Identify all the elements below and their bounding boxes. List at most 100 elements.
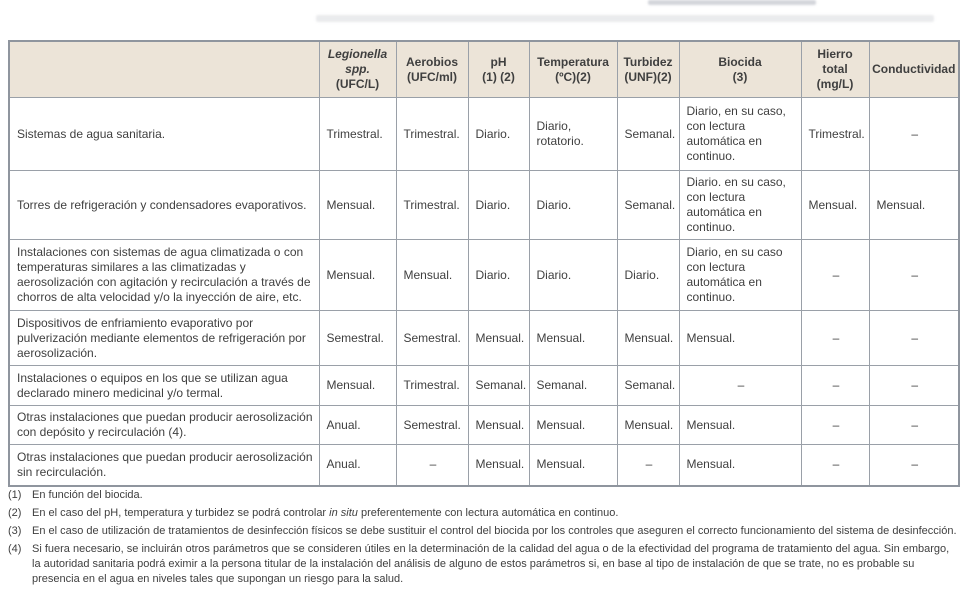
table-body: Sistemas de agua sanitaria. Trimestral. Tr…	[8, 97, 960, 486]
data-cell-dash: –	[395, 444, 469, 486]
footnote-text-segment: En el caso del pH, temperatura y turbide…	[32, 507, 330, 519]
data-cell-dash: –	[868, 239, 960, 311]
header-cell: Temperatura (ºC)(2)	[528, 40, 618, 98]
header-cell-empty	[8, 40, 320, 98]
data-cell-dash: –	[800, 239, 870, 311]
data-cell: Mensual.	[616, 405, 680, 445]
row-label-cell: Torres de refrigeración y condensadores …	[8, 170, 320, 240]
cropped-text-remnant	[648, 0, 816, 5]
data-cell: Semanal.	[616, 365, 680, 406]
data-cell: Semestral.	[395, 405, 469, 445]
data-cell: Mensual.	[868, 170, 960, 240]
data-cell: Diario, en su caso, con lectura automáti…	[678, 97, 802, 171]
footnote-text-segment: preferentemente con lectura automática e…	[357, 507, 619, 519]
footnote-text-italic-segment: in situ	[329, 507, 358, 519]
header-line: Hierro	[817, 47, 853, 61]
header-line: (UFC/L)	[335, 77, 380, 91]
data-cell: Mensual.	[318, 365, 397, 406]
header-line: (3)	[732, 69, 748, 84]
footnote-number: (3)	[8, 525, 22, 537]
header-line: (UFC/ml)	[407, 69, 457, 84]
footnote-item: (2) En el caso del pH, temperatura y turb…	[8, 506, 958, 521]
footnote-number: (4)	[8, 543, 22, 555]
data-cell: Mensual.	[467, 444, 530, 486]
footnote-text: En el caso del pH, temperatura y turbide…	[32, 506, 958, 521]
table-row: Instalaciones o equipos en los que se ut…	[8, 365, 960, 406]
data-cell: Diario.	[528, 239, 618, 311]
footnote-text-segment: Si fuera necesario, se incluirán otros p…	[32, 543, 950, 585]
row-label-cell: Sistemas de agua sanitaria.	[8, 97, 320, 171]
header-line: Aerobios	[405, 54, 458, 69]
footnote-item: (4) Si fuera necesario, se incluirán otro…	[8, 542, 958, 587]
footnote-number: (1)	[8, 489, 22, 501]
header-line: Biocida	[718, 54, 762, 69]
table-row: Otras instalaciones que puedan producir …	[8, 444, 960, 486]
data-cell-dash: –	[800, 444, 870, 486]
footnote-number: (2)	[8, 507, 22, 519]
table-row: Otras instalaciones que puedan producir …	[8, 405, 960, 445]
data-cell: Anual.	[318, 444, 397, 486]
header-cell: Aerobios (UFC/ml)	[395, 40, 469, 98]
table-header: Legionella spp. (UFC/L) Aerobios (UFC/ml) pH(…	[8, 40, 960, 98]
data-cell-dash: –	[868, 310, 960, 366]
cropped-text-remnant	[316, 15, 934, 22]
footnote-text: En el caso de utilización de tratamiento…	[32, 524, 958, 539]
footnotes: (1) En función del biocida. (2) En el caso …	[8, 488, 958, 590]
data-cell: Semanal.	[616, 170, 680, 240]
data-cell: Diario.	[467, 97, 530, 171]
data-cell: Mensual.	[318, 239, 397, 311]
data-cell: Semanal.	[528, 365, 618, 406]
data-cell: Trimestral.	[395, 170, 469, 240]
data-cell: Trimestral.	[318, 97, 397, 171]
data-cell-dash: –	[800, 365, 870, 406]
row-label-cell: Instalaciones o equipos en los que se ut…	[8, 365, 320, 406]
table-row: Instalaciones con sistemas de agua clima…	[8, 239, 960, 311]
data-cell-dash: –	[616, 444, 680, 486]
data-cell: Anual.	[318, 405, 397, 445]
header-cell: Hierro total (mg/L)	[800, 40, 870, 98]
data-cell: Mensual.	[467, 310, 530, 366]
data-cell: Semestral.	[318, 310, 397, 366]
header-line: (mg/L)	[816, 77, 854, 91]
header-cell: Legionella spp. (UFC/L)	[318, 40, 397, 98]
data-cell: Mensual.	[678, 310, 802, 366]
footnote-item: (1) En función del biocida.	[8, 488, 958, 503]
data-cell-dash: –	[868, 405, 960, 445]
footnote-text: Si fuera necesario, se incluirán otros p…	[32, 542, 958, 587]
header-line: (1) (2)	[482, 69, 515, 84]
footnote-text: En función del biocida.	[32, 488, 958, 503]
data-cell: Mensual.	[395, 239, 469, 311]
row-label-cell: Otras instalaciones que puedan producir …	[8, 444, 320, 486]
data-cell: Mensual.	[616, 310, 680, 366]
data-cell: Mensual.	[528, 444, 618, 486]
table-header-row: Legionella spp. (UFC/L) Aerobios (UFC/ml) pH(…	[8, 40, 960, 98]
data-cell-dash: –	[868, 97, 960, 171]
data-cell: Diario. en su caso, con lectura automáti…	[678, 170, 802, 240]
table-row: Dispositivos de enfriamiento evaporativo…	[8, 310, 960, 366]
header-line: Turbidez	[623, 54, 673, 69]
data-cell-dash: –	[868, 444, 960, 486]
header-line: Temperatura	[537, 54, 609, 69]
data-cell: Trimestral.	[395, 97, 469, 171]
header-cell: Turbidez (UNF)(2)	[616, 40, 680, 98]
footnote-text-segment: En el caso de utilización de tratamiento…	[32, 525, 957, 537]
header-line: Conductividad	[872, 62, 956, 76]
table-row: Torres de refrigeración y condensadores …	[8, 170, 960, 240]
table-row: Sistemas de agua sanitaria. Trimestral. Tr…	[8, 97, 960, 171]
data-cell: Mensual.	[678, 444, 802, 486]
data-cell: Mensual.	[800, 170, 870, 240]
data-cell: Semestral.	[395, 310, 469, 366]
data-cell: Diario.	[528, 170, 618, 240]
header-line: total	[822, 62, 848, 76]
row-label-cell: Instalaciones con sistemas de agua clima…	[8, 239, 320, 311]
data-cell-dash: –	[800, 310, 870, 366]
header-cell: Biocida (3)	[678, 40, 802, 98]
footnote-text-segment: En función del biocida.	[32, 489, 143, 501]
header-line: (ºC)(2)	[555, 69, 591, 84]
row-label-cell: Otras instalaciones que puedan producir …	[8, 405, 320, 445]
data-cell: Trimestral.	[395, 365, 469, 406]
header-cell: Conductividad	[868, 40, 960, 98]
data-cell: Mensual.	[528, 405, 618, 445]
data-cell: Mensual.	[528, 310, 618, 366]
data-cell: Mensual.	[467, 405, 530, 445]
